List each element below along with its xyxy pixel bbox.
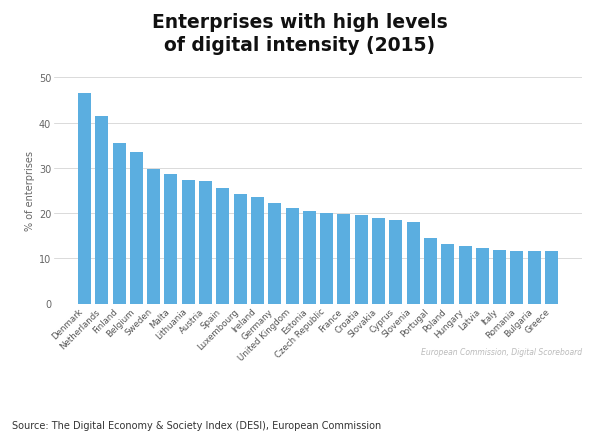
Bar — [130, 153, 143, 304]
Bar — [286, 209, 299, 304]
Bar — [95, 116, 108, 304]
Bar — [268, 203, 281, 304]
Bar — [511, 252, 523, 304]
Bar — [441, 244, 454, 304]
Y-axis label: % of enterprises: % of enterprises — [25, 151, 35, 231]
Bar — [217, 189, 229, 304]
Text: Enterprises with high levels
of digital intensity (2015): Enterprises with high levels of digital … — [152, 13, 448, 55]
Text: Source: The Digital Economy & Society Index (DESI), European Commission: Source: The Digital Economy & Society In… — [12, 420, 381, 430]
Bar — [251, 198, 264, 304]
Bar — [476, 249, 489, 304]
Bar — [233, 194, 247, 304]
Bar — [424, 238, 437, 304]
Bar — [407, 223, 419, 304]
Bar — [458, 247, 472, 304]
Bar — [303, 211, 316, 304]
Bar — [164, 174, 178, 304]
Bar — [528, 252, 541, 304]
Bar — [355, 216, 368, 304]
Bar — [493, 250, 506, 304]
Text: European Commission, Digital Scoreboard: European Commission, Digital Scoreboard — [421, 347, 582, 356]
Bar — [545, 252, 558, 304]
Bar — [147, 169, 160, 304]
Bar — [320, 214, 333, 304]
Bar — [113, 144, 125, 304]
Bar — [389, 220, 403, 304]
Bar — [182, 181, 195, 304]
Bar — [199, 182, 212, 304]
Bar — [372, 219, 385, 304]
Bar — [337, 214, 350, 304]
Bar — [78, 94, 91, 304]
